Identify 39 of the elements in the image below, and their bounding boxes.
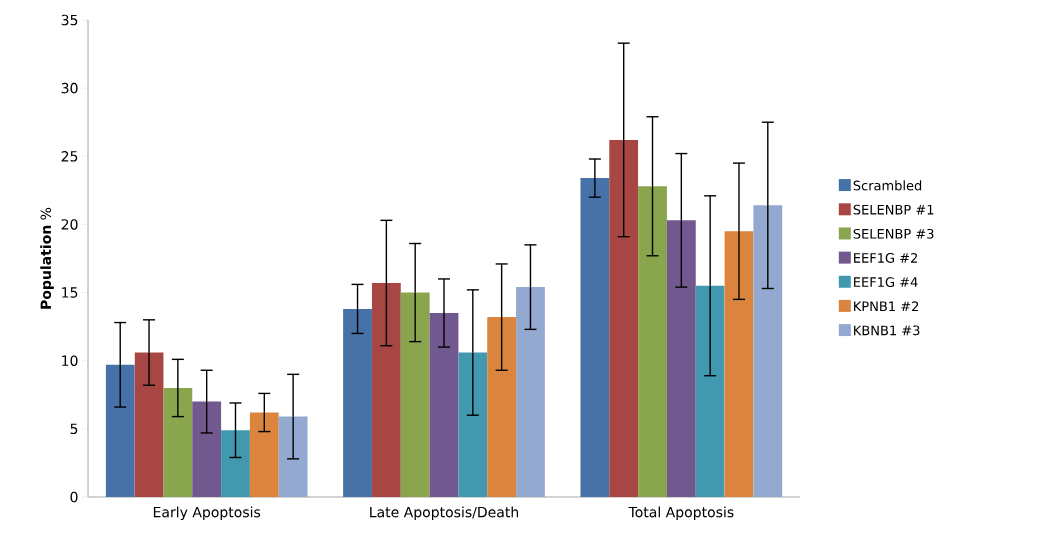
x-tick-label: Total Apoptosis <box>628 506 734 521</box>
legend-label: KBNB1 #3 <box>854 325 920 336</box>
bar <box>371 283 401 497</box>
bar <box>666 220 696 497</box>
legend-label: Scrambled <box>853 180 922 191</box>
bar <box>753 205 783 497</box>
bar <box>249 412 279 497</box>
bar <box>343 308 372 497</box>
bar <box>192 401 222 497</box>
y-tick-label: 0 <box>70 491 78 503</box>
legend-label: SELENBP #1 <box>853 204 934 215</box>
y-tick-label: 15 <box>62 287 78 298</box>
legend-label: EEF1G #4 <box>854 277 918 288</box>
bar <box>221 430 250 497</box>
bar <box>638 186 667 497</box>
y-tick-label: 25 <box>61 150 78 162</box>
bar <box>163 387 193 497</box>
bar <box>487 317 517 497</box>
bar <box>134 352 164 497</box>
y-tick-label: 35 <box>61 14 78 26</box>
bar <box>695 285 725 497</box>
bar <box>429 313 459 497</box>
x-tick-label: Early Apoptosis <box>153 506 261 521</box>
legend-label: SELENBP #3 <box>853 228 934 239</box>
x-tick-label: Late Apoptosis/Death <box>370 506 519 521</box>
legend-label: EEF1G #2 <box>854 253 918 263</box>
y-tick-label: 5 <box>70 423 78 435</box>
bar <box>458 352 488 497</box>
bar <box>724 231 754 497</box>
bar <box>400 292 430 497</box>
y-tick-label: 30 <box>61 82 78 94</box>
y-tick-label: 20 <box>61 219 78 230</box>
bar <box>516 287 545 497</box>
bar <box>580 178 610 497</box>
y-tick-label: 10 <box>62 355 78 367</box>
bar <box>105 364 135 497</box>
y-axis-title: Population % <box>40 207 54 309</box>
bar <box>609 139 639 497</box>
legend-label: KPNB1 #2 <box>854 301 919 311</box>
